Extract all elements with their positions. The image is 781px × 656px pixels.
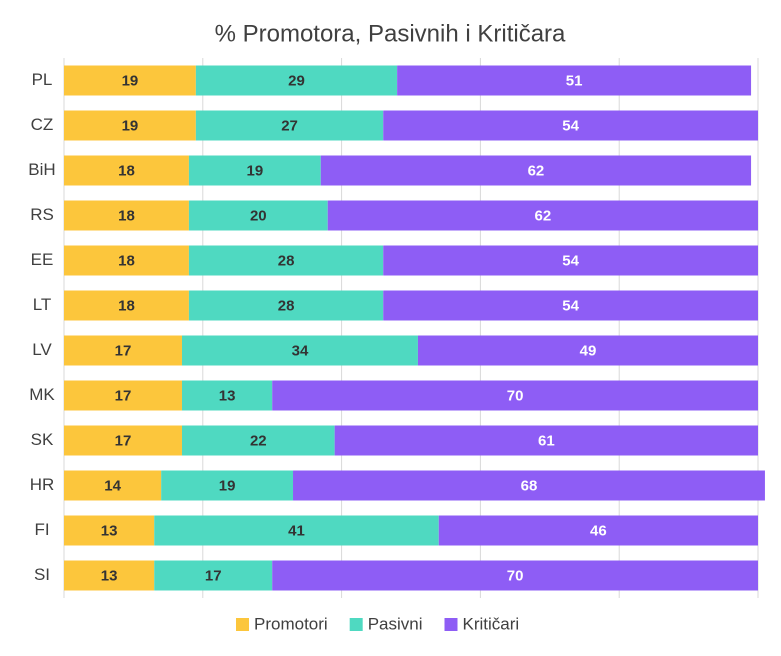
value-label: 19 xyxy=(247,162,264,179)
y-tick-label: SI xyxy=(34,565,50,584)
bar-segment xyxy=(320,155,752,186)
bar-segment xyxy=(64,110,196,141)
bar-segment xyxy=(188,155,321,186)
bar-segment xyxy=(383,290,758,321)
bar-segment xyxy=(195,65,398,96)
y-tick-label: EE xyxy=(31,250,54,269)
value-label: 13 xyxy=(219,387,236,404)
bar-segment xyxy=(272,560,758,591)
value-label: 61 xyxy=(538,432,555,449)
legend-swatch xyxy=(349,618,363,631)
bar-segment xyxy=(64,290,189,321)
y-tick-label: SK xyxy=(31,430,54,449)
value-label: 14 xyxy=(104,477,121,494)
value-label: 17 xyxy=(115,387,132,404)
value-label: 19 xyxy=(122,72,139,89)
value-label: 27 xyxy=(281,117,298,134)
value-label: 49 xyxy=(580,342,597,359)
bar-segment xyxy=(181,335,418,366)
value-label: 46 xyxy=(590,522,607,539)
y-tick-label: RS xyxy=(30,205,54,224)
value-label: 18 xyxy=(118,252,135,269)
value-label: 54 xyxy=(562,117,579,134)
bar-segment xyxy=(181,425,335,456)
value-label: 18 xyxy=(118,297,135,314)
value-label: 41 xyxy=(288,522,305,539)
bar-segment xyxy=(188,200,328,231)
bar-segment xyxy=(64,560,155,591)
value-label: 70 xyxy=(507,567,524,584)
y-tick-label: HR xyxy=(30,475,55,494)
value-label: 22 xyxy=(250,432,267,449)
bar-segment xyxy=(188,245,384,276)
value-label: 13 xyxy=(101,567,118,584)
value-label: 62 xyxy=(528,162,545,179)
chart-title: % Promotora, Pasivnih i Kritičara xyxy=(215,20,566,47)
legend-swatch xyxy=(236,618,249,631)
bar-segment xyxy=(64,380,182,411)
bar-segment xyxy=(161,470,294,501)
value-label: 54 xyxy=(562,297,579,314)
value-label: 19 xyxy=(122,117,139,134)
value-label: 68 xyxy=(521,477,538,494)
y-tick-label: MK xyxy=(29,385,55,404)
legend-label: Pasivni xyxy=(368,614,423,633)
value-label: 19 xyxy=(219,477,236,494)
bar-segment xyxy=(383,245,758,276)
value-label: 18 xyxy=(118,162,135,179)
legend-label: Promotori xyxy=(254,614,328,633)
value-label: 28 xyxy=(278,297,295,314)
bar-segment xyxy=(64,335,182,366)
bar-segment xyxy=(327,200,758,231)
bar-segment xyxy=(383,110,758,141)
value-label: 54 xyxy=(562,252,579,269)
bar-segment xyxy=(397,65,752,96)
value-label: 34 xyxy=(292,342,309,359)
bar-segment xyxy=(64,245,189,276)
bar-segment xyxy=(293,470,765,501)
bar-segment xyxy=(64,65,196,96)
value-label: 13 xyxy=(101,522,118,539)
bar-segment xyxy=(188,290,384,321)
y-tick-label: CZ xyxy=(31,115,54,134)
value-label: 17 xyxy=(205,567,222,584)
bar-segment xyxy=(64,425,182,456)
value-label: 29 xyxy=(288,72,305,89)
bar-segment xyxy=(64,200,189,231)
value-label: 20 xyxy=(250,207,267,224)
value-label: 51 xyxy=(566,72,583,89)
y-tick-label: PL xyxy=(32,70,53,89)
bar-segment xyxy=(64,470,162,501)
bar-segment xyxy=(334,425,758,456)
y-tick-label: LV xyxy=(32,340,52,359)
bar-segment xyxy=(417,335,758,366)
bar-segment xyxy=(154,560,273,591)
value-label: 28 xyxy=(278,252,295,269)
y-tick-label: BiH xyxy=(28,160,55,179)
bar-segment xyxy=(64,515,155,546)
bar-segment xyxy=(438,515,758,546)
y-tick-label: FI xyxy=(34,520,49,539)
legend-swatch xyxy=(444,618,458,631)
bar-segment xyxy=(154,515,439,546)
value-label: 70 xyxy=(507,387,524,404)
value-label: 17 xyxy=(115,432,132,449)
y-tick-label: LT xyxy=(33,295,52,314)
value-label: 62 xyxy=(535,207,552,224)
value-label: 17 xyxy=(115,342,132,359)
legend-label: Kritičari xyxy=(463,614,520,633)
bar-segment xyxy=(181,380,273,411)
bar-segment xyxy=(272,380,758,411)
bar-segment xyxy=(64,155,189,186)
bar-segment xyxy=(195,110,384,141)
value-label: 18 xyxy=(118,207,135,224)
